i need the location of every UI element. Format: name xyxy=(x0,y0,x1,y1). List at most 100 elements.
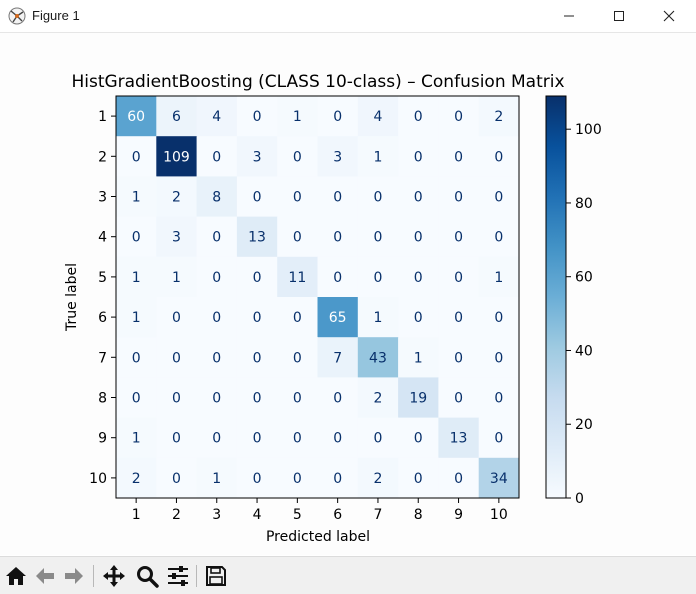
cell-value-label: 0 xyxy=(293,391,302,407)
matrix-cell xyxy=(398,136,439,177)
cell-value-label: 0 xyxy=(293,471,302,487)
matrix-cell xyxy=(277,136,318,177)
cell-value-label: 0 xyxy=(132,230,141,246)
cell-value-label: 3 xyxy=(172,230,181,246)
matrix-cell xyxy=(156,337,198,378)
matrix-cell xyxy=(478,377,520,419)
cell-value-label: 0 xyxy=(414,310,423,326)
minimize-icon xyxy=(564,15,574,17)
maximize-button[interactable] xyxy=(596,0,642,32)
cell-value-label: 0 xyxy=(293,431,302,447)
cell-value-label: 0 xyxy=(454,109,463,125)
y-tick-label: 7 xyxy=(98,350,107,366)
matrix-cell xyxy=(156,297,198,338)
matrix-cell xyxy=(398,176,439,218)
cell-value-label: 3 xyxy=(333,149,342,165)
matrix-cell xyxy=(156,256,198,298)
cell-value-label: 8 xyxy=(212,190,221,206)
matrix-cell xyxy=(438,297,480,338)
cell-value-label: 65 xyxy=(329,310,347,326)
matrix-cell xyxy=(478,136,520,177)
cell-value-label: 13 xyxy=(450,431,468,447)
y-tick-label: 2 xyxy=(98,149,107,165)
cell-value-label: 0 xyxy=(333,391,342,407)
matrix-cell xyxy=(357,457,399,499)
cell-value-label: 1 xyxy=(132,310,141,326)
cell-value-label: 0 xyxy=(373,270,382,286)
minimize-button[interactable] xyxy=(546,0,592,32)
matrix-cell xyxy=(478,297,520,338)
back-button[interactable] xyxy=(32,563,58,589)
matrix-cell xyxy=(236,256,278,298)
cell-value-label: 1 xyxy=(414,350,423,366)
x-axis-ticks: 1 2 3 4 5 6 7 8 9 10 xyxy=(132,498,508,523)
matrix-cell xyxy=(196,377,238,419)
matrix-cell xyxy=(398,457,439,499)
matrix-cell xyxy=(398,96,439,137)
matrix-cell xyxy=(478,337,520,378)
home-button[interactable] xyxy=(3,563,29,589)
matrix-cell xyxy=(116,176,157,218)
cell-value-label: 0 xyxy=(333,230,342,246)
save-button[interactable] xyxy=(203,563,229,589)
toolbar-separator xyxy=(93,565,94,587)
pan-button[interactable] xyxy=(101,563,127,589)
matrix-cell xyxy=(357,297,399,338)
x-axis-label: Predicted label xyxy=(266,529,370,545)
cell-value-label: 0 xyxy=(293,149,302,165)
y-axis-label: True label xyxy=(64,263,80,332)
matrix-cell xyxy=(156,216,198,258)
cell-value-label: 3 xyxy=(253,149,262,165)
colorbar-tick-label: 60 xyxy=(575,270,593,286)
matrix-cell xyxy=(357,216,399,258)
matrix-cell xyxy=(478,457,520,499)
cell-value-label: 0 xyxy=(454,149,463,165)
matrix-cell xyxy=(116,417,157,459)
matrix-cell xyxy=(196,176,238,218)
matrix-cell xyxy=(196,457,238,499)
matrix-cell xyxy=(478,96,520,137)
cell-value-label: 0 xyxy=(494,391,503,407)
matrix-cell xyxy=(277,96,318,137)
matrix-cell xyxy=(317,176,359,218)
cell-value-label: 0 xyxy=(212,350,221,366)
pan-icon xyxy=(103,565,125,587)
cell-value-label: 2 xyxy=(373,391,382,407)
matrix-cell xyxy=(277,417,318,459)
matrix-cell xyxy=(236,136,278,177)
matrix-cell xyxy=(317,337,359,378)
matrix-cell xyxy=(156,176,198,218)
cell-value-label: 0 xyxy=(172,471,181,487)
matrix-cell xyxy=(236,176,278,218)
figure-canvas[interactable]: HistGradientBoosting (CLASS 10-class) – … xyxy=(0,33,696,555)
cell-value-label: 0 xyxy=(253,471,262,487)
zoom-button[interactable] xyxy=(134,563,160,589)
cell-value-label: 0 xyxy=(172,391,181,407)
colorbar-tick-label: 40 xyxy=(575,343,593,359)
forward-button[interactable] xyxy=(61,563,87,589)
matrix-cell xyxy=(156,136,198,177)
matrix-cell xyxy=(357,417,399,459)
cell-value-label: 11 xyxy=(288,270,306,286)
matrix-cell xyxy=(398,297,439,338)
matrix-cell xyxy=(236,297,278,338)
home-icon xyxy=(6,567,26,585)
matrix-cells xyxy=(116,96,520,499)
cell-value-label: 2 xyxy=(132,471,141,487)
matrix-cell xyxy=(317,297,359,338)
cell-value-label: 0 xyxy=(454,190,463,206)
cell-value-label: 0 xyxy=(172,431,181,447)
matrix-cell xyxy=(196,297,238,338)
matrix-cell xyxy=(357,96,399,137)
cell-value-label: 0 xyxy=(293,190,302,206)
close-button[interactable] xyxy=(646,0,692,32)
matrix-cell xyxy=(438,377,480,419)
configure-subplots-button[interactable] xyxy=(165,563,191,589)
cell-value-label: 1 xyxy=(132,431,141,447)
y-tick-label: 4 xyxy=(98,230,107,246)
matrix-cell xyxy=(156,417,198,459)
colorbar-tick-label: 0 xyxy=(575,491,584,507)
matrix-cell xyxy=(317,457,359,499)
cell-value-label: 0 xyxy=(494,230,503,246)
matrix-cell xyxy=(196,417,238,459)
